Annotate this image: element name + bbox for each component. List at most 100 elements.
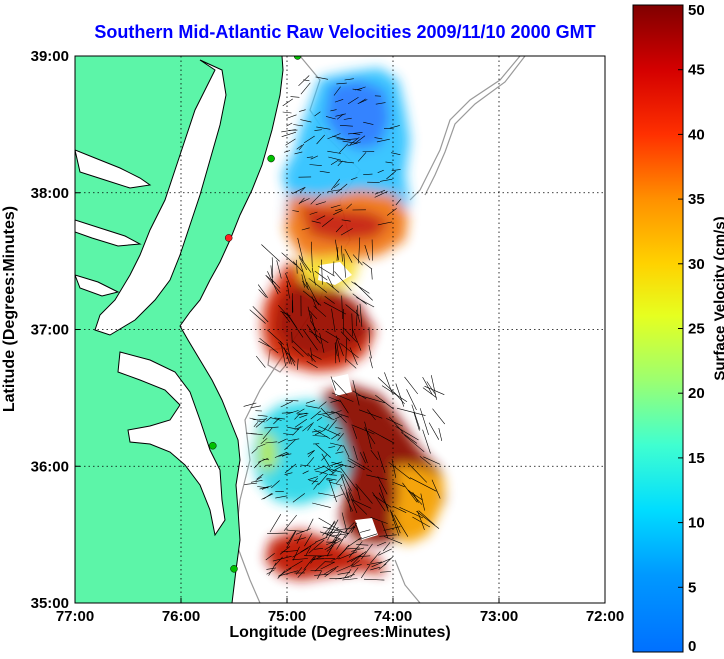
velocity-vector (327, 189, 342, 192)
velocity-vector (243, 402, 257, 407)
velocity-vector (383, 536, 403, 544)
velocity-vector (328, 474, 337, 476)
colorbar-label: Surface Velocity (cm/s) (711, 216, 724, 381)
velocity-vector (359, 303, 363, 327)
velocity-vector (275, 495, 288, 499)
velocity-vector (256, 420, 266, 423)
velocity-vector (341, 512, 348, 533)
velocity-vector (311, 477, 318, 485)
velocity-vector (314, 573, 329, 576)
velocity-vector (259, 337, 279, 354)
velocity-vector (336, 411, 347, 423)
velocity-vector (268, 562, 277, 576)
velocity-vector (335, 335, 344, 357)
velocity-vector (320, 407, 333, 420)
velocity-vector (377, 451, 386, 474)
velocity-vector (267, 329, 285, 345)
velocity-vector (271, 257, 274, 278)
velocity-vector (379, 534, 397, 537)
velocity-vector (336, 183, 348, 194)
velocity-vector (342, 578, 358, 581)
velocity-vector (352, 560, 360, 567)
velocity-vector (258, 340, 270, 347)
velocity-vector (376, 541, 387, 547)
velocity-vector (340, 467, 359, 492)
velocity-vector (252, 419, 261, 421)
velocity-vector (335, 342, 337, 364)
velocity-vector (350, 552, 364, 566)
velocity-vector (374, 189, 386, 195)
x-tick-label: 76:00 (162, 608, 200, 625)
velocity-vector (305, 405, 320, 409)
velocity-vector (306, 360, 318, 368)
velocity-vector (298, 255, 312, 273)
velocity-vector (371, 268, 373, 280)
velocity-vector (281, 452, 290, 457)
velocity-vector (328, 446, 336, 448)
colorbar-ticks: 0 5 10 15 20 25 30 35 40 45 50 (678, 2, 705, 655)
velocity-vector (352, 499, 372, 509)
colorbar-tick-label: 40 (688, 126, 705, 143)
velocity-vector (311, 354, 322, 360)
velocity-vectors (243, 75, 446, 581)
velocity-vector (345, 338, 348, 363)
radar-site-marker (230, 565, 238, 573)
radar-site-marker (224, 234, 233, 242)
velocity-vector (337, 572, 351, 575)
velocity-vector (345, 537, 362, 549)
velocity-vector (265, 553, 275, 561)
velocity-vector (313, 305, 327, 317)
velocity-vector (326, 538, 340, 546)
velocity-vector (307, 450, 315, 458)
velocity-vector (412, 516, 431, 528)
x-tick-label: 75:00 (268, 608, 306, 625)
velocity-vector (307, 306, 312, 320)
velocity-vector (244, 482, 258, 485)
velocity-vector (358, 237, 361, 264)
x-axis-label: Longitude (Degrees:Minutes) (229, 624, 451, 641)
velocity-vector (356, 305, 358, 327)
velocity-vector (416, 510, 440, 529)
velocity-vector (314, 111, 321, 117)
velocity-vector (250, 405, 261, 409)
velocity-vector (345, 358, 357, 369)
colorbar-tick-label: 5 (688, 579, 696, 596)
velocity-vector (282, 111, 292, 114)
velocity-vector (266, 416, 272, 422)
velocity-vector (300, 119, 312, 123)
velocity-vector (377, 169, 384, 173)
velocity-vector (293, 124, 304, 127)
velocity-vector (310, 193, 322, 205)
velocity-vector (265, 275, 281, 293)
velocity-vector (368, 327, 370, 344)
velocity-vector (314, 270, 328, 281)
colorbar-tick-label: 50 (688, 2, 705, 19)
colorbar-tick-label: 10 (688, 515, 705, 532)
velocity-vector (286, 282, 290, 299)
velocity-vector (274, 451, 288, 458)
velocity-vector (267, 532, 288, 534)
velocity-vector (253, 422, 259, 427)
velocity-vector (317, 492, 335, 497)
velocity-vector (276, 260, 282, 279)
velocity-vector (252, 306, 269, 323)
grid-lines (75, 56, 605, 603)
velocity-vector (354, 135, 366, 144)
velocity-vector (310, 320, 318, 333)
velocity-vector (310, 410, 321, 420)
velocity-vector (326, 520, 335, 536)
y-tick-label: 36:00 (31, 458, 69, 475)
velocity-vector (335, 208, 342, 212)
velocity-vector (374, 137, 383, 140)
velocity-vector (335, 427, 343, 429)
velocity-vector (368, 344, 372, 359)
velocity-vector (380, 571, 392, 573)
velocity-vector (285, 272, 292, 288)
velocity-vector (351, 564, 362, 568)
velocity-vector (272, 555, 292, 562)
velocity-vector (352, 426, 358, 439)
velocity-vector (371, 239, 373, 261)
velocity-vector (366, 474, 387, 480)
velocity-vector (277, 439, 287, 444)
velocity-vector (357, 99, 368, 104)
